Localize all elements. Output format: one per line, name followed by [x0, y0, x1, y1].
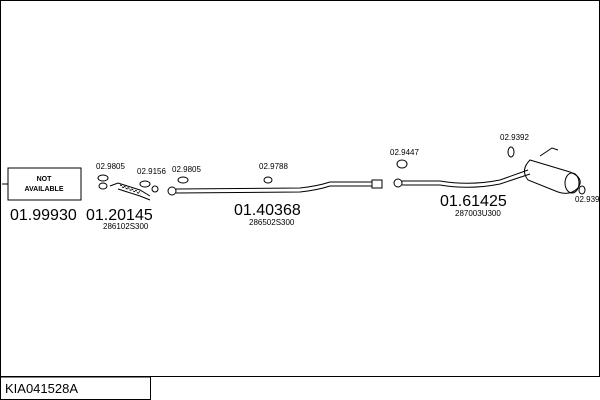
pipes [97, 146, 586, 201]
footer-id: KIA041528A [5, 381, 78, 396]
accessory-code: 02.9788 [259, 162, 288, 171]
na-box [7, 167, 82, 201]
part-ref: 286502S300 [249, 218, 295, 227]
part-code: 01.99930 [10, 207, 77, 224]
accessory-code: 02.9805 [96, 162, 125, 171]
part-ref: 287003U300 [455, 209, 501, 218]
accessory-code: 02.9156 [137, 167, 166, 176]
accessory-code: 02.9392 [500, 133, 529, 142]
na-line1: NOT [37, 176, 53, 183]
part-code: 01.61425 [440, 193, 507, 210]
na-line2: AVAILABLE [24, 186, 63, 193]
part-code: 01.40368 [234, 202, 301, 219]
part-code: 01.20145 [86, 207, 153, 224]
part-ref: 286102S300 [103, 222, 149, 231]
accessory-code: 02.9392 [575, 195, 600, 204]
accessory-code: 02.9447 [390, 148, 419, 157]
accessory-code: 02.9805 [172, 165, 201, 174]
